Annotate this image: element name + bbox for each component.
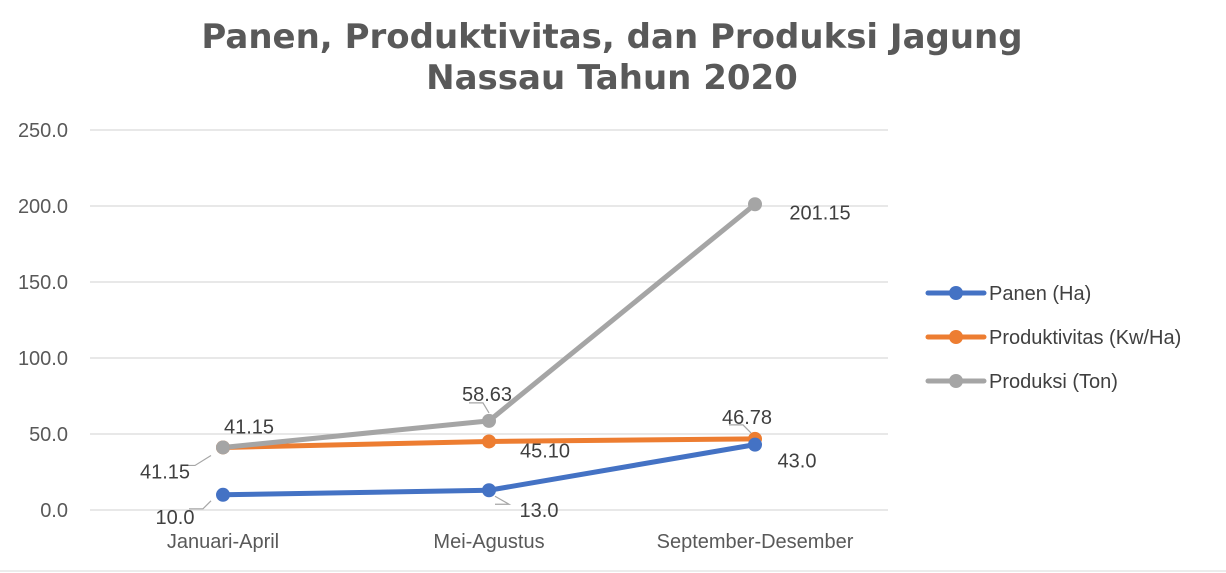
x-tick-label-2: September-Desember xyxy=(657,531,854,553)
chart-title-line-1: Panen, Produktivitas, dan Produksi Jagun… xyxy=(201,17,1022,57)
data-label-s1-2: 46.78 xyxy=(722,407,772,429)
data-point-s2-0 xyxy=(216,440,230,455)
x-tick-label-0: Januari-April xyxy=(167,531,279,553)
y-tick-label-1: 50.0 xyxy=(29,424,68,446)
series-lines xyxy=(220,201,758,498)
legend: Panen (Ha) Produktivitas (Kw/Ha) Produksi … xyxy=(925,283,1181,393)
data-label-s0-2: 43.0 xyxy=(778,451,817,473)
legend-label-1: Produktivitas (Kw/Ha) xyxy=(989,327,1181,349)
legend-swatch-marker-0 xyxy=(949,286,963,300)
data-point-s0-2 xyxy=(748,437,762,452)
x-tick-label-1: Mei-Agustus xyxy=(433,531,544,553)
legend-label-0: Panen (Ha) xyxy=(989,283,1091,305)
label-leader-lines xyxy=(181,402,752,510)
data-label-s2-1: 58.63 xyxy=(462,384,512,406)
legend-label-2: Produksi (Ton) xyxy=(989,371,1118,393)
y-tick-label-3: 150.0 xyxy=(18,272,68,294)
data-label-s1-1: 45.10 xyxy=(520,440,570,462)
data-point-s0-1 xyxy=(482,483,496,498)
legend-swatch-marker-2 xyxy=(949,374,963,388)
data-label-s2-0: 41.15 xyxy=(224,416,274,438)
data-point-s2-1 xyxy=(482,413,496,428)
leader-line-s2-1 xyxy=(469,402,490,414)
legend-swatch-marker-1 xyxy=(949,330,963,344)
data-labels: 10.0 13.0 43.0 41.15 45.10 46.78 41.15 58.63 201… xyxy=(140,202,851,529)
data-point-s0-0 xyxy=(216,487,230,502)
y-tick-label-4: 200.0 xyxy=(18,196,68,218)
data-point-s1-1 xyxy=(482,434,496,449)
data-point-s2-2 xyxy=(748,197,762,212)
leader-line-s0-1 xyxy=(494,495,512,505)
chart-title-line-2: Nassau Tahun 2020 xyxy=(426,58,798,98)
y-tick-label-2: 100.0 xyxy=(18,348,68,370)
series-points xyxy=(216,197,762,502)
y-tick-label-5: 250.0 xyxy=(18,120,68,142)
data-label-s2-2: 201.15 xyxy=(789,202,850,224)
y-tick-label-0: 0.0 xyxy=(40,500,68,522)
y-axis-ticks: 0.0 50.0 100.0 150.0 200.0 250.0 xyxy=(18,120,68,522)
leader-line-s1-2 xyxy=(729,424,752,434)
data-label-s0-0: 10.0 xyxy=(156,507,195,529)
leader-line-s0-0 xyxy=(189,500,212,510)
series-line-2 xyxy=(220,201,758,450)
data-label-s1-0: 41.15 xyxy=(140,461,190,483)
x-axis-ticks: Januari-April Mei-Agustus September-Desemb… xyxy=(167,531,854,553)
leader-line-s1-0 xyxy=(181,454,212,467)
gridlines xyxy=(90,129,888,511)
data-label-s0-1: 13.0 xyxy=(520,500,559,522)
